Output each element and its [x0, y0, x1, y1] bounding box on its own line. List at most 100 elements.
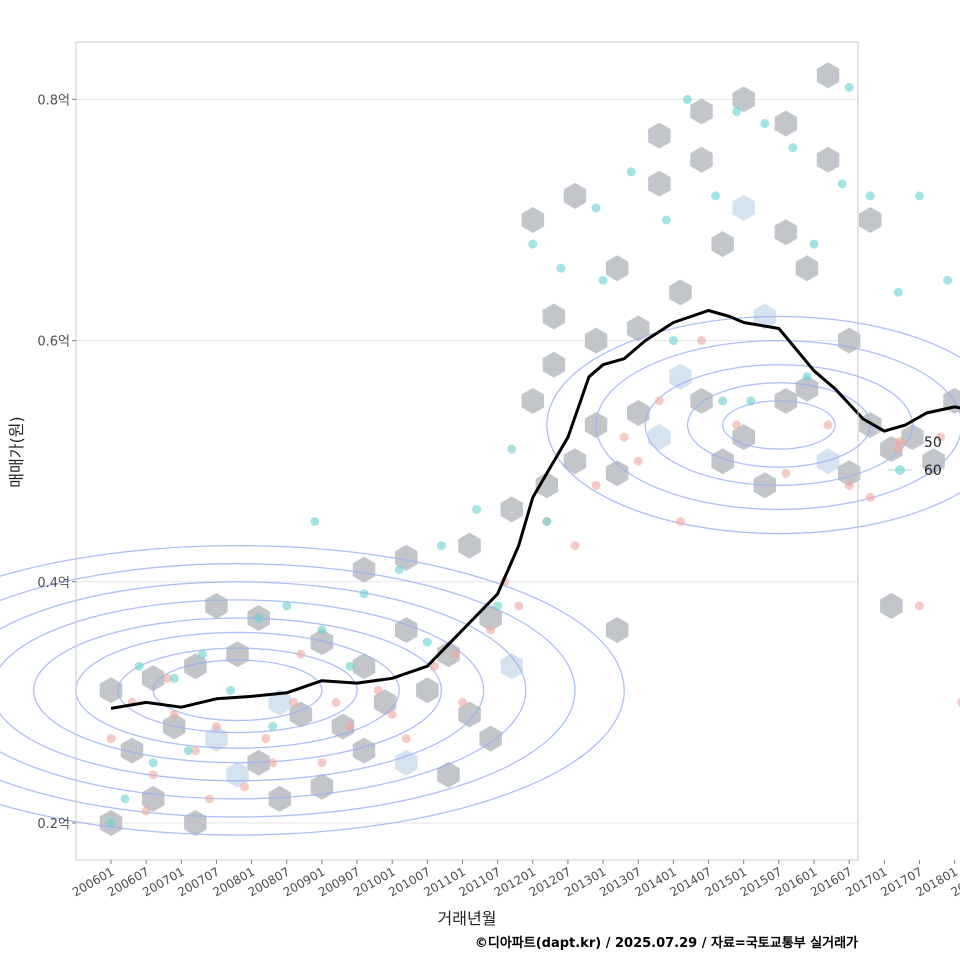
point-series-50 [296, 649, 306, 659]
point-series-60 [542, 517, 552, 526]
point-series-60 [106, 818, 116, 828]
hexbin-cell [184, 653, 207, 680]
hexbin-cell [563, 182, 587, 209]
point-series-60 [746, 396, 756, 406]
point-series-60 [345, 661, 355, 671]
hexbin-cell [352, 737, 376, 764]
point-series-60 [809, 239, 819, 249]
hexbin-cell [226, 641, 249, 668]
point-series-60 [760, 119, 770, 129]
density-contour [595, 339, 960, 511]
hexbin-cell [521, 387, 545, 414]
y-tick-label: 0.6억 [37, 335, 70, 350]
hexbin-cell [352, 556, 376, 583]
hexbin-cell [795, 255, 819, 282]
point-series-60 [661, 215, 671, 225]
hexbin-cell [563, 448, 587, 475]
hexbin-cell [310, 629, 334, 656]
hexbin-cell [352, 653, 376, 680]
legend-key-dot [895, 465, 905, 475]
point-series-50 [162, 673, 172, 683]
hexbin-cell [690, 146, 713, 173]
hexbin-cell [711, 448, 734, 475]
hexbin-cell [479, 605, 502, 631]
point-series-60 [556, 263, 566, 273]
legend-item-50: 50 [888, 435, 942, 451]
hexbin-cell [690, 98, 713, 125]
y-tick-label: 0.4억 [37, 576, 70, 591]
density-contour [0, 563, 576, 818]
hexbin-cell [648, 122, 671, 149]
point-series-50 [387, 709, 397, 719]
point-series-50 [697, 336, 707, 346]
point-series-60 [893, 287, 903, 297]
hexbin-cell [795, 375, 819, 402]
point-series-50 [429, 661, 439, 671]
panel-border [75, 41, 859, 861]
point-series-60 [493, 601, 503, 611]
hexbin-cell [837, 327, 861, 354]
hexbin-cell [184, 810, 207, 836]
hexbin-layer [99, 62, 960, 836]
density-contour [721, 400, 836, 450]
hexbin-cell [901, 424, 924, 451]
point-series-60 [788, 143, 798, 153]
point-series-60 [268, 722, 278, 732]
point-series-50 [514, 601, 524, 611]
point-series-50 [169, 709, 179, 719]
legend-label-50: 50 [924, 435, 942, 451]
point-series-60 [183, 746, 193, 756]
hexbin-cell [395, 617, 418, 643]
hexbin-cell [774, 110, 798, 137]
hexbin-cell [922, 448, 945, 475]
point-series-60 [844, 82, 854, 92]
point-series-50 [844, 480, 854, 490]
point-series-60 [310, 517, 320, 526]
point-series-60 [528, 239, 538, 249]
hexbin-cell [816, 146, 840, 173]
scatter-points [106, 82, 960, 828]
hexbin-cell [437, 761, 460, 788]
point-series-60 [134, 661, 144, 671]
point-series-50 [211, 722, 221, 732]
hexbin-cell [500, 496, 523, 523]
hexbin-cell [310, 773, 334, 800]
source-caption: ©디아파트(dapt.kr) / 2025.07.29 / 자료=국토교통부 실… [475, 935, 858, 951]
hexbin-cell [268, 785, 291, 812]
hexbin-cell [732, 86, 755, 113]
hexbin-cell [395, 749, 418, 776]
legend-item-60: 60 [888, 463, 942, 479]
point-series-60 [148, 758, 158, 768]
hexbin-cell [648, 170, 671, 197]
point-series-50 [914, 601, 924, 611]
hexbin-cell [648, 424, 671, 451]
point-series-60 [718, 396, 728, 406]
point-series-50 [331, 697, 341, 707]
point-series-50 [289, 697, 299, 707]
point-series-50 [240, 782, 250, 792]
point-series-50 [675, 517, 685, 526]
y-tick-label: 0.8억 [37, 93, 70, 108]
point-series-50 [317, 758, 327, 768]
point-series-50 [591, 480, 601, 490]
legend: 50 60 [888, 435, 942, 479]
x-axis-title: 거래년월 [438, 909, 497, 928]
point-series-60 [422, 637, 432, 647]
point-series-50 [268, 758, 278, 768]
density-contour [686, 382, 871, 468]
hexbin-cell [458, 532, 481, 559]
hexbin-cell [669, 363, 692, 390]
point-series-60 [317, 625, 327, 635]
density-contour [152, 659, 323, 722]
hexbin-cell [837, 460, 861, 487]
point-series-50 [106, 734, 116, 744]
x-axis: 2006012006072007012007072008012008072009… [70, 860, 960, 900]
hexbin-cell [535, 472, 559, 499]
density-contour [117, 647, 358, 734]
point-series-60 [598, 275, 608, 285]
point-series-60 [943, 275, 953, 285]
legend-key-dot [895, 437, 905, 447]
hexbin-cell [711, 231, 734, 258]
density-contour [0, 545, 625, 836]
